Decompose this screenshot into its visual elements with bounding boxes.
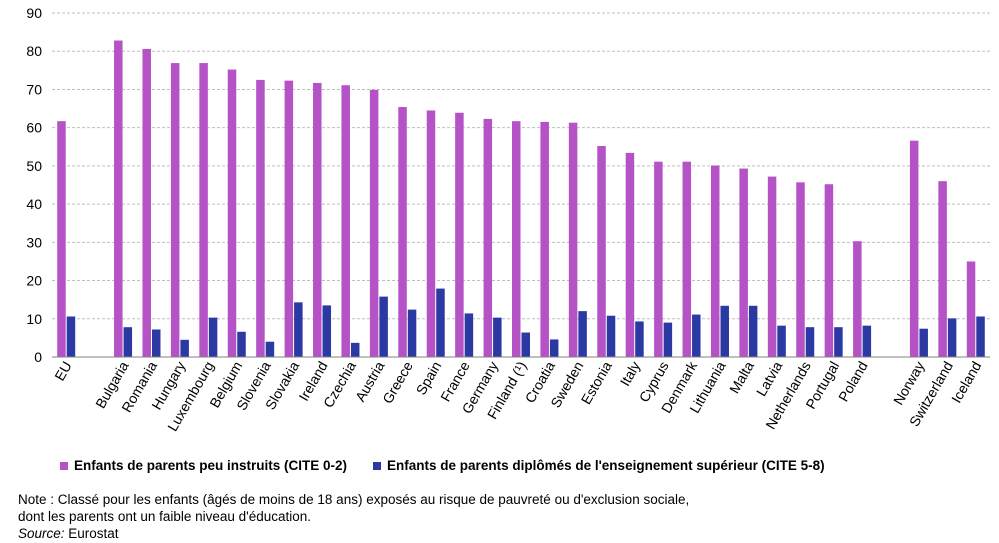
bars <box>57 40 985 358</box>
bar-low-education-EU <box>57 121 66 358</box>
legend: Enfants de parents peu instruits (CITE 0… <box>60 458 825 473</box>
y-tick-label: 0 <box>34 349 42 365</box>
bar-low-education-Hungary <box>170 63 180 358</box>
bar-low-education-Austria <box>369 89 379 358</box>
bar-high-education-Luxembourg <box>208 317 218 357</box>
bar-high-education-Spain <box>436 288 445 357</box>
source-label: Source: <box>18 526 65 541</box>
bar-high-education-Croatia <box>549 339 559 357</box>
bar-low-education-Germany <box>483 118 493 358</box>
y-tick-label: 30 <box>26 234 42 250</box>
y-tick-label: 50 <box>26 158 42 174</box>
bar-high-education-Belgium <box>237 331 246 357</box>
y-tick-label: 40 <box>26 196 42 212</box>
bar-high-education-Poland <box>862 325 872 357</box>
bar-high-education-Lithuania <box>720 305 729 357</box>
bar-low-education-Switzerland <box>938 181 947 357</box>
bar-high-education-Germany <box>493 317 502 357</box>
bar-high-education-Finland (¹) <box>521 332 530 357</box>
bar-low-education-Croatia <box>540 121 549 357</box>
bar-high-education-Portugal <box>834 327 843 357</box>
bar-high-education-Sweden <box>578 311 587 357</box>
bar-low-education-Luxembourg <box>199 63 208 358</box>
gridlines <box>52 12 990 320</box>
x-tick-label: EU <box>51 359 75 384</box>
bar-low-education-Romania <box>142 48 151 357</box>
y-tick-label: 10 <box>26 311 42 327</box>
note-line-2: dont les parents ont un faible niveau d'… <box>18 509 312 524</box>
bar-high-education-Latvia <box>777 325 786 357</box>
legend-label-high-education: Enfants de parents diplômés de l'enseign… <box>387 458 825 473</box>
bar-low-education-Spain <box>426 110 436 357</box>
y-tick-label: 60 <box>26 120 42 136</box>
bar-chart: 0 10 20 30 40 50 60 70 80 90 EU BulgariaRomaniaHun… <box>26 5 990 434</box>
bar-high-education-Netherlands <box>805 327 815 357</box>
y-tick-label: 80 <box>26 43 42 59</box>
bar-low-education-Norway <box>909 140 919 357</box>
legend-item-low-education: Enfants de parents peu instruits (CITE 0… <box>60 458 347 473</box>
bar-low-education-Belgium <box>227 69 237 358</box>
legend-item-high-education: Enfants de parents diplômés de l'enseign… <box>373 458 825 473</box>
bar-low-education-Finland (¹) <box>512 121 521 358</box>
bar-low-education-Estonia <box>597 146 606 357</box>
bar-high-education-Greece <box>407 309 417 357</box>
bar-low-education-Cyprus <box>654 161 663 357</box>
x-tick-label: Poland <box>835 359 871 405</box>
bar-low-education-Portugal <box>824 184 834 357</box>
bar-low-education-Poland <box>853 241 862 357</box>
legend-label-low-education: Enfants de parents peu instruits (CITE 0… <box>74 458 348 473</box>
bar-high-education-Malta <box>748 305 758 357</box>
bar-high-education-Slovakia <box>294 302 303 357</box>
bar-high-education-Iceland <box>976 316 985 357</box>
bar-high-education-Estonia <box>606 315 616 357</box>
bar-high-education-Ireland <box>322 305 332 357</box>
bar-low-education-Italy <box>625 152 635 357</box>
bar-low-education-Netherlands <box>796 182 805 357</box>
bar-low-education-Lithuania <box>710 165 720 357</box>
bar-low-education-France <box>455 112 464 357</box>
legend-swatch-low-education <box>60 461 68 470</box>
bar-low-education-Slovenia <box>256 79 265 357</box>
bar-low-education-Czechia <box>341 85 350 358</box>
y-tick-label: 20 <box>26 273 42 289</box>
bar-high-education-Bulgaria <box>123 327 133 357</box>
source-line: Source: Eurostat <box>18 525 689 542</box>
bar-low-education-Bulgaria <box>114 40 123 358</box>
bar-high-education-Romania <box>151 329 161 357</box>
bar-high-education-Italy <box>635 321 644 357</box>
bar-high-education-EU <box>66 316 76 357</box>
bar-low-education-Latvia <box>767 176 777 357</box>
bar-high-education-Switzerland <box>947 318 957 357</box>
y-tick-label: 70 <box>26 81 42 97</box>
bar-high-education-France <box>464 313 474 357</box>
chart-notes: Note : Classé pour les enfants (âgés de … <box>18 491 689 542</box>
x-axis-tick-labels: EU BulgariaRomaniaHungaryLuxembourgBelgiu… <box>51 358 984 434</box>
bar-low-education-Slovakia <box>284 80 294 358</box>
bar-high-education-Norway <box>919 328 928 357</box>
bar-low-education-Iceland <box>966 261 976 357</box>
bar-low-education-Sweden <box>568 122 578 357</box>
bar-low-education-Malta <box>739 168 748 357</box>
bar-low-education-Denmark <box>682 161 692 357</box>
y-tick-label: 90 <box>26 5 42 21</box>
source-value: Eurostat <box>64 526 119 541</box>
x-tick-label: Italy <box>617 359 644 389</box>
legend-swatch-high-education <box>373 461 382 470</box>
bar-low-education-Ireland <box>313 82 322 358</box>
bar-high-education-Cyprus <box>663 322 673 357</box>
y-axis-tick-labels: 0 10 20 30 40 50 60 70 80 90 <box>26 5 42 365</box>
bar-high-education-Czechia <box>350 342 360 357</box>
bar-low-education-Greece <box>398 107 407 357</box>
bar-high-education-Hungary <box>180 339 189 357</box>
note-line-1: Note : Classé pour les enfants (âgés de … <box>18 492 690 507</box>
bar-high-education-Denmark <box>692 314 701 357</box>
bar-high-education-Austria <box>379 296 388 357</box>
bar-high-education-Slovenia <box>265 341 275 357</box>
